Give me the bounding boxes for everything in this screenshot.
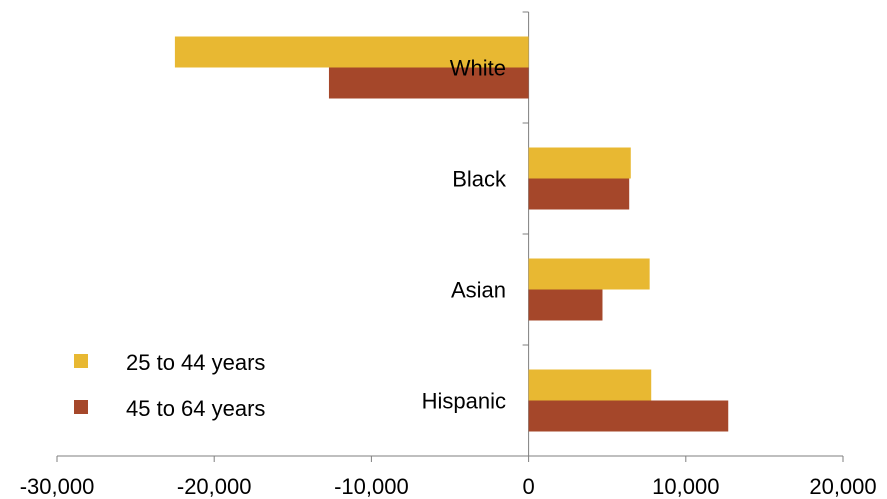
x-tick-label: -20,000 [177, 474, 252, 499]
bar-white-series-1 [174, 36, 529, 68]
category-label-hispanic: Hispanic [422, 389, 506, 414]
bar-asian-series-1 [528, 258, 650, 290]
x-tick-label: -30,000 [20, 474, 95, 499]
x-tick-label: 20,000 [809, 474, 876, 499]
bar-black-series-2 [528, 178, 630, 210]
bar-white-series-2 [328, 67, 529, 99]
category-label-layer: White Black Asian Hispanic [422, 56, 507, 414]
bar-layer [174, 36, 729, 432]
x-tick-label: 10,000 [652, 474, 719, 499]
legend-swatch-25-to-44 [74, 354, 88, 368]
x-tick-label: 0 [522, 474, 534, 499]
category-label-black: Black [452, 167, 507, 192]
category-label-white: White [450, 56, 506, 81]
x-tick-label: -10,000 [334, 474, 409, 499]
bar-hispanic-series-2 [528, 400, 729, 432]
bar-asian-series-2 [528, 289, 603, 321]
legend: 25 to 44 years 45 to 64 years [74, 350, 265, 421]
bar-black-series-1 [528, 147, 631, 179]
legend-swatch-45-to-64 [74, 400, 88, 414]
legend-label-45-to-64: 45 to 64 years [126, 396, 265, 421]
category-label-asian: Asian [451, 278, 506, 303]
tick-label-layer: -30,000 -20,000 -10,000 0 10,000 20,000 [20, 474, 877, 499]
bar-hispanic-series-1 [528, 369, 652, 401]
legend-label-25-to-44: 25 to 44 years [126, 350, 265, 375]
